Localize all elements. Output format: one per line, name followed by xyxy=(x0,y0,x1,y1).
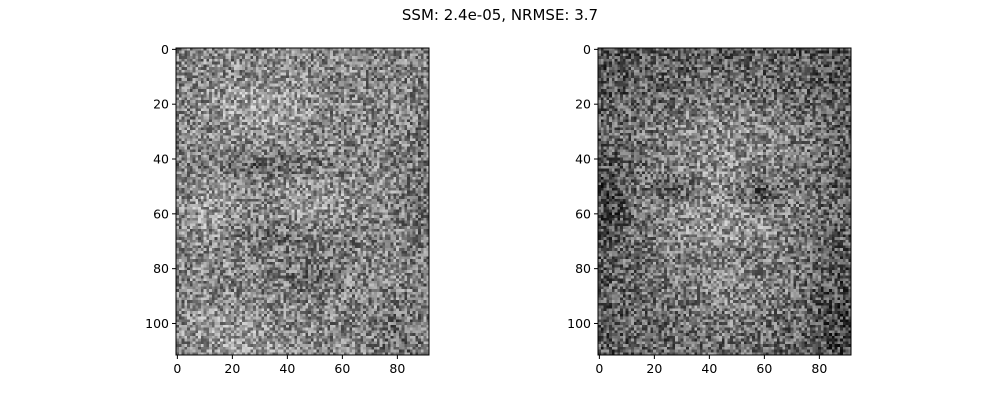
heatmap-image xyxy=(598,48,851,355)
y-tick-label: 80 xyxy=(153,261,169,276)
figure-title: SSM: 2.4e-05, NRMSE: 3.7 xyxy=(402,6,598,24)
y-tick-label: 0 xyxy=(583,42,591,57)
heatmap-panel-left: 0 20 40 60 80 0 20 40 60 80 100 xyxy=(145,42,430,376)
y-tick-label: 60 xyxy=(575,206,591,221)
x-tick-label: 80 xyxy=(389,361,405,376)
x-tick-label: 0 xyxy=(595,361,603,376)
heatmap-image xyxy=(176,48,429,355)
x-tick-label: 40 xyxy=(279,361,295,376)
axes-frame xyxy=(597,47,852,356)
x-tick-label: 0 xyxy=(173,361,181,376)
x-tick-label: 40 xyxy=(701,361,717,376)
axes-frame xyxy=(175,47,430,356)
heatmap-panel-right: 0 20 40 60 80 0 20 40 60 80 100 xyxy=(567,42,852,376)
y-tick-label: 100 xyxy=(145,316,169,331)
x-tick-label: 60 xyxy=(756,361,772,376)
x-tick-label: 20 xyxy=(646,361,662,376)
x-tick-label: 20 xyxy=(224,361,240,376)
y-tick-label: 100 xyxy=(567,316,591,331)
y-tick-label: 40 xyxy=(575,152,591,167)
y-tick-label: 60 xyxy=(153,206,169,221)
y-tick-label: 20 xyxy=(153,97,169,112)
y-tick-label: 40 xyxy=(153,152,169,167)
y-tick-label: 80 xyxy=(575,261,591,276)
x-tick-label: 60 xyxy=(334,361,350,376)
x-tick-label: 80 xyxy=(811,361,827,376)
y-tick-label: 0 xyxy=(161,42,169,57)
y-tick-label: 20 xyxy=(575,97,591,112)
